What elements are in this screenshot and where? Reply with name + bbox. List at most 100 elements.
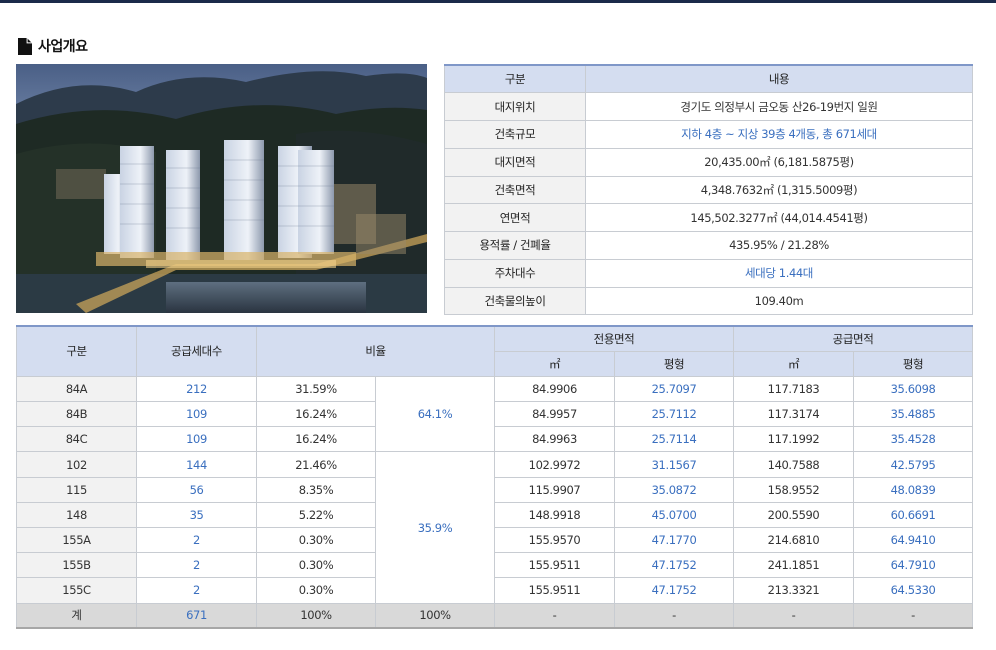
header-exclusive-area: 전용면적: [493, 324, 735, 352]
cell-excl-py: 35.0872: [613, 476, 735, 503]
row-label: 건축규모: [444, 120, 586, 149]
cell-sup-py: 48.0839: [853, 476, 974, 503]
cell-units: 2: [136, 577, 257, 604]
cell-sup-py: 64.5330: [853, 577, 974, 604]
cell-sup-py: 42.5795: [853, 451, 974, 478]
cell-type: 155C: [16, 577, 137, 604]
row-value: 145,502.3277㎡ (44,014.4541평): [585, 203, 973, 232]
header-exclusive-pyeong: 평형: [613, 350, 735, 377]
cell-excl-m2: 155.9511: [494, 552, 615, 579]
cell-sup-py: 64.9410: [853, 526, 974, 554]
cell-sup-m2: 140.7588: [733, 451, 855, 478]
row-value: 20,435.00㎡ (6,181.5875평): [585, 147, 973, 177]
cell-units: 109: [136, 426, 257, 453]
cell-sup-m2: 200.5590: [733, 501, 855, 529]
row-label: 대지위치: [444, 92, 586, 121]
cell-excl-py: 47.1770: [613, 526, 735, 554]
header-ratio: 비율: [256, 324, 495, 377]
table-row: 84B 109 16.24% 84.9957 25.7112 117.3174 …: [16, 401, 974, 428]
cell-excl-py: 47.1752: [613, 552, 735, 579]
header-type: 구분: [16, 324, 137, 377]
cell-ratio: 5.22%: [256, 501, 376, 529]
table-row: 102 144 21.46% 35.9% 102.9972 31.1567 14…: [16, 451, 974, 604]
table-row: 155C 2 0.30% 155.9511 47.1752 213.3321 6…: [16, 577, 974, 604]
cell-excl-m2: 84.9957: [494, 401, 615, 428]
project-overview-table: 구분 내용 대지위치 경기도 의정부시 금오동 산26-19번지 일원 건축규모 지…: [444, 64, 973, 316]
cell-type: 155A: [16, 526, 137, 554]
cell-ratio: 16.24%: [256, 401, 376, 428]
cell-ratio: 16.24%: [256, 426, 376, 453]
row-label: 건축물의높이: [444, 286, 586, 316]
cell-ratio: 31.59%: [256, 375, 376, 403]
table-row: 84A 212 31.59% 64.1% 84.9906 25.7097 117…: [16, 375, 974, 453]
row-label: 건축면적: [444, 175, 586, 205]
row-value: 지하 4층 ~ 지상 39층 4개동, 총 671세대: [585, 120, 973, 149]
document-icon: [18, 37, 32, 55]
cell-ratio: 8.35%: [256, 476, 376, 503]
cell-total-units: 671: [136, 602, 257, 630]
header-supply-units: 공급세대수: [136, 324, 257, 377]
row-value: 세대당 1.44대: [585, 258, 973, 288]
cell-excl-py: 31.1567: [613, 451, 735, 478]
cell-sup-m2: 158.9552: [733, 476, 855, 503]
cell-excl-m2: 84.9906: [494, 375, 615, 403]
cell-type: 84B: [16, 401, 137, 428]
header-content: 내용: [585, 64, 973, 94]
cell-type: 115: [16, 476, 137, 503]
cell-excl-m2: 155.9511: [494, 577, 615, 604]
cell-sup-m2: 117.3174: [733, 401, 855, 428]
cell-sup-py: 35.4885: [853, 401, 974, 428]
cell-type: 148: [16, 501, 137, 529]
row-value: 109.40m: [585, 286, 973, 316]
cell-units: 56: [136, 476, 257, 503]
cell-excl-m2: 102.9972: [494, 451, 615, 478]
cell-sup-m2: 241.1851: [733, 552, 855, 579]
cell-units: 212: [136, 375, 257, 403]
cell-excl-py: 25.7112: [613, 401, 735, 428]
cell-sup-py: 35.6098: [853, 375, 974, 403]
cell-sup-m2: 214.6810: [733, 526, 855, 554]
header-exclusive-sqm: ㎡: [494, 350, 615, 377]
cell-type: 84A: [16, 375, 137, 403]
top-navbar-edge: [0, 0, 996, 3]
total-row: 계 671 100% 100% - - - -: [16, 602, 974, 630]
table-row: 84C 109 16.24% 84.9963 25.7114 117.1992 …: [16, 426, 974, 453]
cell-units: 144: [136, 451, 257, 478]
table-row: 115 56 8.35% 115.9907 35.0872 158.9552 4…: [16, 476, 974, 503]
cell-ratio: 0.30%: [256, 526, 376, 554]
cell-units: 2: [136, 552, 257, 579]
header-category: 구분: [444, 64, 586, 94]
cell-sup-m2: 213.3321: [733, 577, 855, 604]
cell-sup-m2: 117.1992: [733, 426, 855, 453]
row-label: 대지면적: [444, 147, 586, 177]
complex-rendering-image: [16, 64, 427, 313]
cell-excl-m2: 84.9963: [494, 426, 615, 453]
table-row: 148 35 5.22% 148.9918 45.0700 200.5590 6…: [16, 501, 974, 529]
cell-total-sup-m2: -: [733, 602, 855, 630]
cell-total-excl-py: -: [613, 602, 735, 630]
row-label: 주차대수: [444, 258, 586, 288]
cell-sup-py: 35.4528: [853, 426, 974, 453]
cell-total-sup-py: -: [853, 602, 974, 630]
section-title: 사업개요: [38, 39, 88, 55]
table-row: 155A 2 0.30% 155.9570 47.1770 214.6810 6…: [16, 526, 974, 554]
cell-sup-m2: 117.7183: [733, 375, 855, 403]
cell-total-excl-m2: -: [494, 602, 615, 630]
row-label: 용적률 / 건폐율: [444, 231, 586, 260]
table-row: 155B 2 0.30% 155.9511 47.1752 241.1851 6…: [16, 552, 974, 579]
cell-group-ratio: 64.1%: [375, 375, 495, 453]
cell-sup-py: 60.6691: [853, 501, 974, 529]
section-heading: 사업개요: [18, 36, 88, 56]
cell-group-ratio: 35.9%: [375, 451, 495, 604]
cell-units: 109: [136, 401, 257, 428]
unit-supply-table: 구분 공급세대수 비율 전용면적 공급면적 ㎡ 평형 ㎡ 평형 84A 212 …: [16, 324, 974, 630]
cell-ratio: 21.46%: [256, 451, 376, 478]
cell-excl-m2: 148.9918: [494, 501, 615, 529]
header-supply-area: 공급면적: [733, 324, 974, 352]
header-supply-pyeong: 평형: [853, 350, 974, 377]
cell-type: 155B: [16, 552, 137, 579]
row-label: 연면적: [444, 203, 586, 232]
cell-excl-m2: 155.9570: [494, 526, 615, 554]
cell-type: 84C: [16, 426, 137, 453]
cell-total-group: 100%: [375, 602, 495, 630]
